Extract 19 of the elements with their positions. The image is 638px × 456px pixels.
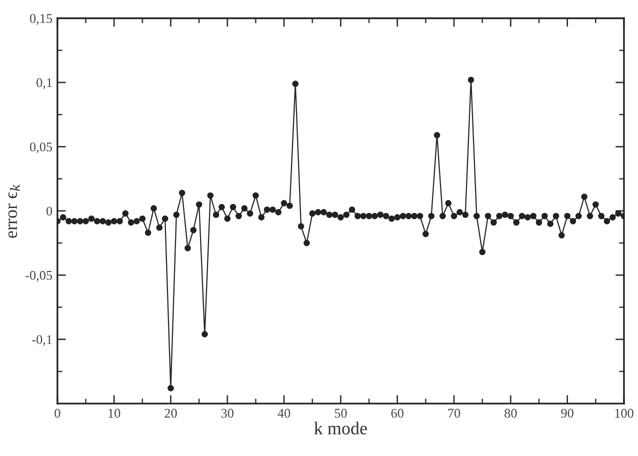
x-tick-label: 30 xyxy=(221,408,234,418)
y-tick-label: 0,1 xyxy=(36,78,52,90)
y-tick-label: 0,15 xyxy=(30,14,52,25)
x-tick-label: 40 xyxy=(278,408,290,418)
y-tick-label: -0,1 xyxy=(32,335,52,346)
x-tick-label: 70 xyxy=(448,408,460,418)
x-tick-label: 50 xyxy=(334,408,347,418)
x-tick-label: 0 xyxy=(54,408,60,418)
y-tick-label: 0,05 xyxy=(30,142,52,154)
x-tick-label: 90 xyxy=(561,408,574,418)
x-tick-label: 60 xyxy=(391,408,404,418)
y-tick-label: -0,05 xyxy=(26,270,52,282)
x-tick-label: 10 xyxy=(108,408,120,418)
y-tick-label: 0 xyxy=(46,206,52,216)
x-tick-label: 20 xyxy=(164,408,177,418)
y-axis-title: error ϵ$_{k}$ xyxy=(8,184,20,238)
x-axis-title: k mode xyxy=(314,422,367,434)
x-tick-label: 100 xyxy=(615,408,634,418)
x-tick-label: 80 xyxy=(504,408,517,418)
